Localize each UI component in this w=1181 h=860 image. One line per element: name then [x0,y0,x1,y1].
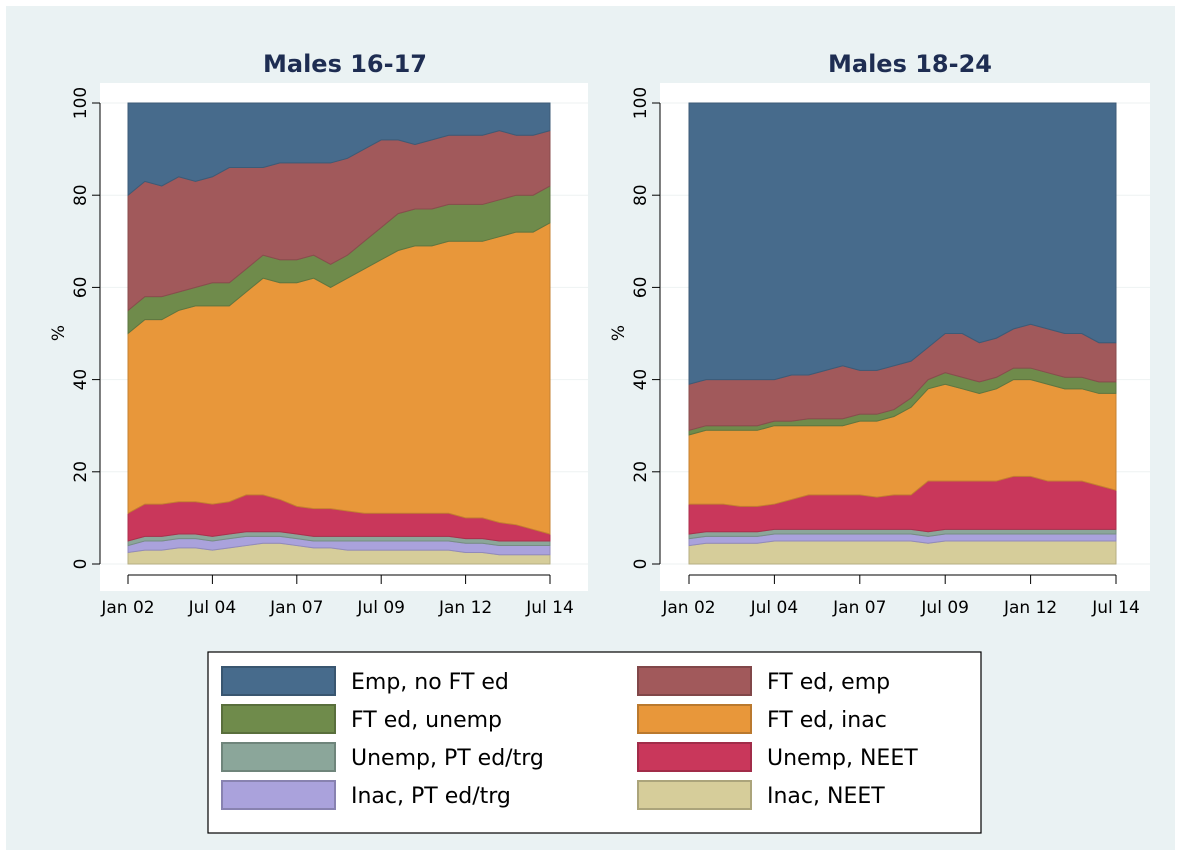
legend-label: Unemp, PT ed/trg [351,746,544,771]
y-tick-label: 100 [631,87,651,119]
y-tick-label: 20 [631,461,651,483]
legend-swatch [221,666,336,696]
legend-swatch [637,704,752,734]
legend-label: Emp, no FT ed [351,670,509,695]
x-tick-label: Jan 12 [1003,598,1057,618]
y-axis-label: % [49,325,69,341]
y-tick-label: 20 [71,461,91,483]
x-tick-label: Jul 14 [525,598,574,618]
y-tick-label: 100 [71,87,91,119]
y-tick-label: 60 [631,277,651,299]
legend-swatch [221,704,336,734]
legend-label: Unemp, NEET [767,746,918,771]
x-tick-label: Jan 12 [438,598,492,618]
legend-label: Inac, NEET [767,784,885,809]
legend-label: FT ed, unemp [351,708,502,733]
y-tick-label: 60 [71,277,91,299]
x-tick-label: Jul 14 [1091,598,1140,618]
legend-swatch [637,780,752,810]
x-tick-label: Jul 04 [750,598,799,618]
y-axis-label: % [609,325,629,341]
area [127,102,551,197]
y-tick-label: 0 [631,559,651,570]
x-tick-label: Jul 09 [356,598,405,618]
legend-label: FT ed, emp [767,670,890,695]
legend-box [207,651,982,834]
x-tick-label: Jan 07 [832,598,886,618]
area [688,540,1117,565]
legend-swatch [221,780,336,810]
chart-title: Males 16-17 [263,50,427,78]
y-tick-label: 80 [631,184,651,206]
legend-label: Inac, PT ed/trg [351,784,511,809]
legend-swatch [637,742,752,772]
legend-swatch [221,742,336,772]
y-tick-label: 40 [71,369,91,391]
area [688,102,1117,385]
y-tick-label: 0 [71,559,91,570]
legend-label: FT ed, inac [767,708,887,733]
x-tick-label: Jan 02 [661,598,715,618]
x-tick-label: Jan 07 [269,598,323,618]
legend-swatch [637,666,752,696]
x-tick-label: Jan 02 [100,598,154,618]
x-tick-label: Jul 04 [188,598,237,618]
chart-title: Males 18-24 [828,50,992,78]
x-tick-label: Jul 09 [920,598,969,618]
y-tick-label: 80 [71,184,91,206]
y-tick-label: 40 [631,369,651,391]
